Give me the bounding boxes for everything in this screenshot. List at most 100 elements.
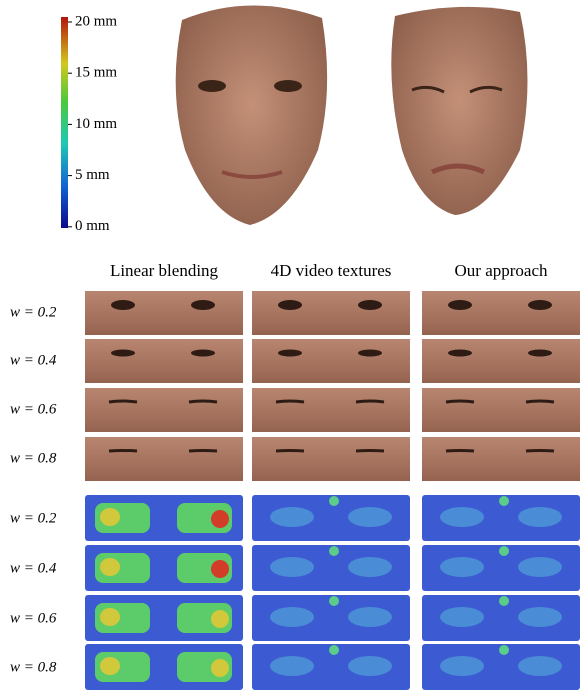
eye — [198, 80, 226, 92]
error-blob — [211, 610, 229, 628]
error-blob — [270, 507, 314, 527]
error-blob — [270, 557, 314, 577]
texture-crop — [85, 437, 243, 481]
closed-eye — [525, 399, 555, 404]
closed-eye — [188, 399, 218, 404]
texture-crop — [422, 339, 580, 383]
error-map — [422, 545, 580, 591]
error-blob — [211, 510, 229, 528]
error-blob — [499, 645, 509, 655]
row-label: w = 0.8 — [10, 450, 57, 466]
colorbar-label: 5 mm — [75, 167, 110, 183]
error-blob — [518, 507, 562, 527]
error-blob — [100, 657, 120, 675]
texture-crop — [422, 388, 580, 432]
error-map — [252, 644, 410, 690]
closed-eye — [108, 399, 138, 404]
row-label: w = 0.6 — [10, 401, 57, 417]
eye — [111, 300, 135, 310]
colorbar-label: 10 mm — [75, 116, 117, 132]
error-blob — [440, 557, 484, 577]
error-blob — [348, 607, 392, 627]
texture-crop — [85, 291, 243, 335]
error-map — [252, 595, 410, 641]
error-blob — [211, 560, 229, 578]
colorbar-label: 20 mm — [75, 13, 117, 29]
error-blob — [499, 496, 509, 506]
closed-eye — [445, 449, 475, 453]
row-label: w = 0.2 — [10, 510, 57, 526]
error-blob — [440, 607, 484, 627]
column-header: Our approach — [455, 261, 548, 280]
colorbar — [61, 17, 68, 228]
closed-eye — [188, 449, 218, 453]
texture-crop — [85, 339, 243, 383]
eye — [528, 349, 552, 357]
row-label: w = 0.2 — [10, 304, 57, 320]
error-blob — [329, 546, 339, 556]
error-blob — [518, 607, 562, 627]
error-map — [252, 495, 410, 541]
texture-crop — [252, 388, 410, 432]
eye — [448, 300, 472, 310]
eye — [358, 300, 382, 310]
error-blob — [211, 659, 229, 677]
closed-eye — [275, 399, 305, 404]
eye — [528, 300, 552, 310]
texture-crop — [422, 291, 580, 335]
eye — [278, 349, 302, 357]
closed-eye — [525, 449, 555, 453]
eye — [191, 300, 215, 310]
error-blob — [518, 557, 562, 577]
eye — [111, 349, 135, 357]
error-blob — [270, 607, 314, 627]
closed-eye — [355, 449, 385, 453]
neutral-face — [175, 5, 328, 226]
error-blob — [329, 496, 339, 506]
closed-eyes — [411, 85, 503, 94]
colorbar-label: 0 mm — [75, 218, 110, 234]
eye — [448, 349, 472, 357]
closed-eye — [445, 399, 475, 404]
eye — [274, 80, 302, 92]
closed-eye — [275, 449, 305, 453]
eye — [278, 300, 302, 310]
error-blob — [440, 507, 484, 527]
error-blob — [440, 656, 484, 676]
error-blob — [329, 645, 339, 655]
error-blob — [100, 508, 120, 526]
error-blob — [348, 507, 392, 527]
error-blob — [348, 557, 392, 577]
error-blob — [100, 558, 120, 576]
error-blob — [270, 656, 314, 676]
texture-crop — [252, 291, 410, 335]
error-blob — [348, 656, 392, 676]
row-label: w = 0.4 — [10, 352, 57, 368]
error-blob — [499, 596, 509, 606]
closed-eye — [355, 399, 385, 404]
row-label: w = 0.4 — [10, 560, 57, 576]
texture-crop — [252, 339, 410, 383]
closed-eye — [108, 449, 138, 453]
eye — [191, 349, 215, 357]
mouth — [221, 170, 283, 179]
texture-crop — [252, 437, 410, 481]
mouth — [430, 163, 486, 175]
error-blob — [499, 546, 509, 556]
error-blob — [100, 608, 120, 626]
texture-crop — [85, 388, 243, 432]
error-blob — [329, 596, 339, 606]
column-header: 4D video textures — [271, 261, 392, 280]
row-label: w = 0.6 — [10, 610, 57, 626]
error-map — [252, 545, 410, 591]
error-map — [422, 495, 580, 541]
squint-face — [391, 6, 528, 215]
colorbar-label: 15 mm — [75, 65, 117, 81]
error-map — [422, 644, 580, 690]
column-header: Linear blending — [110, 261, 219, 280]
row-label: w = 0.8 — [10, 659, 57, 675]
error-blob — [518, 656, 562, 676]
error-map — [422, 595, 580, 641]
